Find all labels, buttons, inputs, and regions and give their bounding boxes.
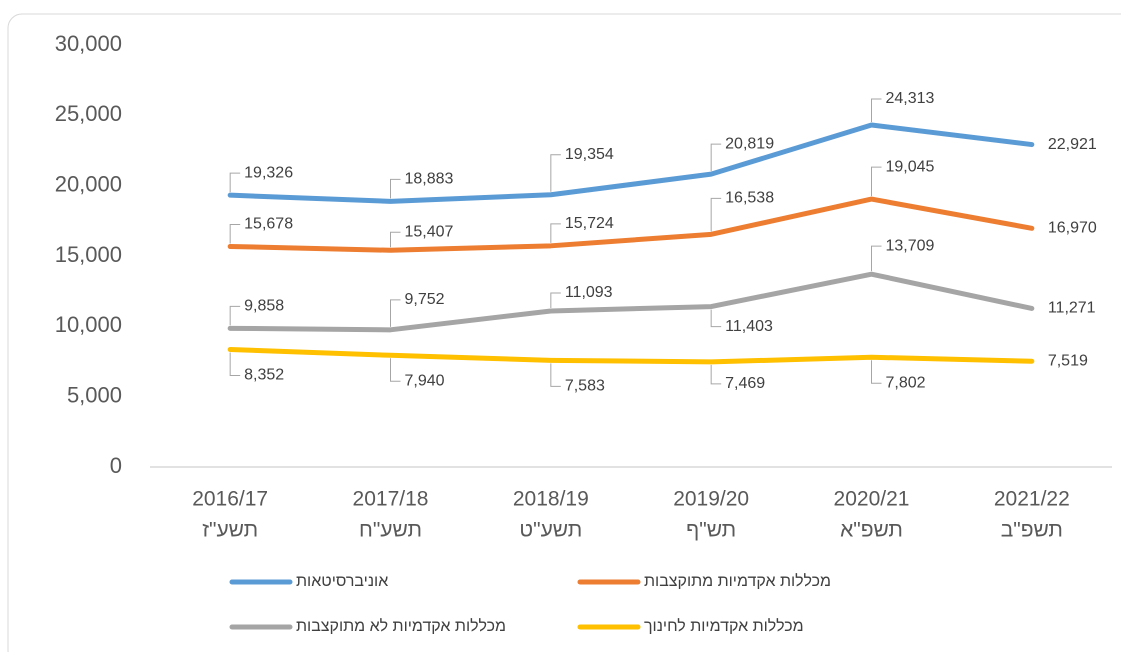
data-label: 18,883	[405, 171, 454, 188]
leader-line	[550, 154, 561, 192]
leader-line	[871, 166, 882, 197]
x-tick-label: תשע"ט	[519, 519, 582, 542]
data-label: 11,093	[565, 284, 613, 301]
series-line	[227, 347, 1035, 365]
leader-line	[710, 309, 722, 328]
data-label: 7,802	[886, 374, 926, 391]
leader-line	[229, 172, 241, 193]
data-label: 20,819	[725, 135, 774, 152]
leader-line	[871, 360, 882, 384]
data-label: 24,313	[886, 90, 935, 107]
data-label: 16,970	[1048, 220, 1097, 237]
leader-line	[550, 223, 561, 243]
data-label: 9,752	[405, 291, 445, 308]
data-label: 22,921	[1048, 136, 1097, 153]
leader-line	[550, 363, 561, 387]
leader-line	[229, 352, 241, 377]
series-line	[227, 271, 1035, 333]
leader-line	[871, 245, 882, 272]
data-label: 16,538	[725, 190, 774, 207]
y-tick-label: 10,000	[55, 312, 122, 337]
legend-label: מכללות אקדמיות לא מתוקצבות	[296, 617, 506, 635]
series-line	[227, 196, 1035, 253]
x-tick-label: 2021/22	[994, 488, 1070, 511]
data-label: 8,352	[244, 367, 284, 384]
x-tick-label: תש"ף	[686, 519, 736, 542]
data-label: 15,678	[244, 216, 293, 233]
leader-line	[390, 358, 401, 382]
x-tick-label: תשפ"ב	[1001, 519, 1063, 542]
data-label: 15,407	[405, 223, 454, 240]
data-label: 7,583	[565, 378, 605, 395]
y-tick-label: 25,000	[55, 101, 122, 126]
leader-line	[229, 305, 241, 326]
y-tick-label: 5,000	[67, 382, 122, 407]
leader-line	[390, 299, 401, 327]
chart-frame	[7, 13, 1121, 652]
x-tick-label: תשע"ח	[359, 519, 422, 542]
data-label: 7,469	[725, 375, 765, 392]
data-label: 19,045	[886, 158, 935, 175]
x-tick-label: תשפ"א	[840, 519, 903, 542]
y-tick-label: 0	[110, 453, 122, 478]
data-label: 19,354	[565, 146, 614, 163]
data-label: 13,709	[886, 237, 935, 254]
x-tick-label: תשע"ז	[202, 519, 258, 542]
legend-label: אוניברסיטאות	[296, 573, 388, 590]
data-label: 11,403	[725, 318, 773, 335]
leader-line	[710, 364, 722, 385]
data-label: 9,858	[244, 298, 284, 315]
data-label: 7,519	[1048, 352, 1088, 369]
leader-line	[390, 178, 401, 199]
leader-line	[710, 197, 722, 232]
x-tick-label: 2018/19	[513, 488, 589, 511]
leader-line	[550, 292, 561, 308]
y-tick-label: 15,000	[55, 242, 122, 267]
data-label: 15,724	[565, 215, 614, 232]
leader-line	[390, 231, 401, 248]
leader-line	[229, 223, 241, 244]
x-tick-label: 2020/21	[834, 488, 910, 511]
x-tick-label: 2016/17	[192, 488, 268, 511]
leader-line	[871, 98, 882, 122]
data-label: 7,940	[405, 373, 445, 390]
x-tick-label: 2019/20	[673, 488, 749, 511]
x-tick-label: 2017/18	[353, 488, 429, 511]
legend-label: מכללות אקדמיות לחינוך	[644, 617, 804, 635]
leader-line	[710, 143, 722, 172]
data-label: 19,326	[244, 164, 293, 181]
y-tick-label: 30,000	[55, 31, 122, 56]
legend-label: מכללות אקדמיות מתוקצבות	[644, 572, 831, 590]
data-label: 11,271	[1048, 300, 1096, 317]
y-tick-label: 20,000	[55, 171, 122, 196]
series-line	[227, 122, 1035, 204]
